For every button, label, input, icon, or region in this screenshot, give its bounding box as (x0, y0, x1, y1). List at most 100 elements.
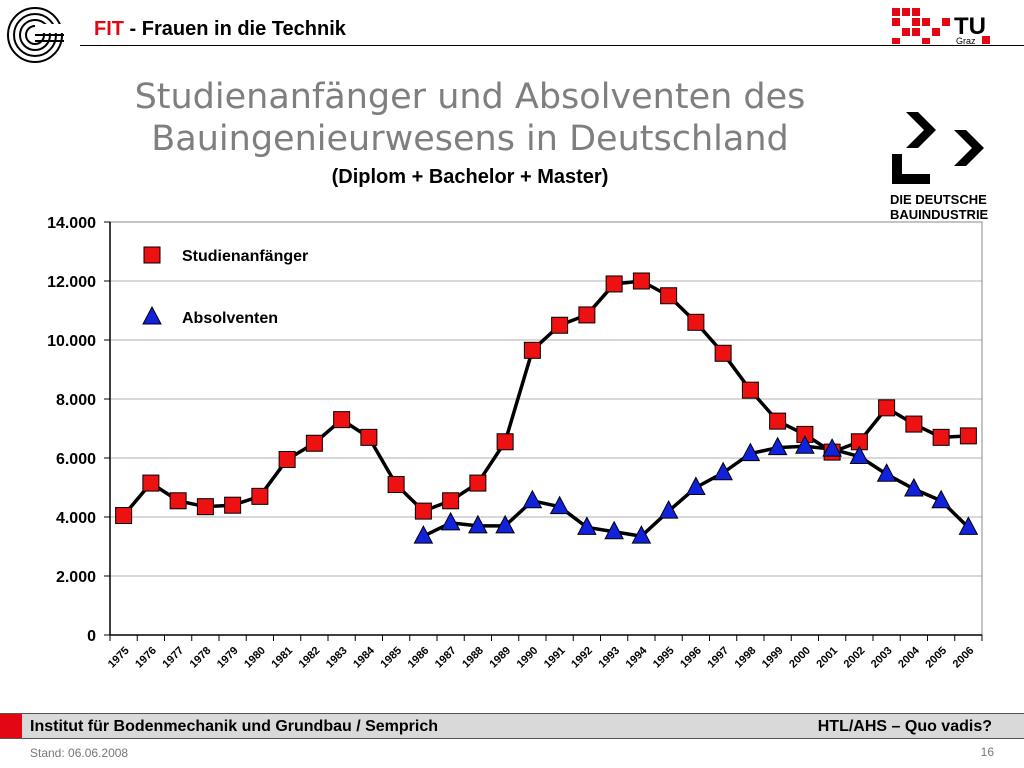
x-tick-label: 1982 (297, 645, 323, 671)
data-point-studienanfaenger (687, 313, 705, 331)
data-point-absolventen (631, 525, 652, 544)
x-tick-label: 1996 (678, 645, 704, 671)
page-subtitle: (Diplom + Bachelor + Master) (331, 166, 609, 188)
line-chart: 02.0004.0006.0008.00010.00012.00014.000 … (47, 215, 983, 671)
data-point-studienanfaenger (769, 412, 787, 430)
data-point-studienanfaenger (932, 428, 950, 446)
header-fit: FIT (94, 18, 124, 40)
header-title: FIT - Frauen in die Technik (94, 18, 346, 41)
x-tick-label: 1979 (215, 645, 241, 671)
y-tick-label: 14.000 (47, 215, 96, 232)
data-point-absolventen (468, 514, 488, 534)
data-point-studienanfaenger (959, 427, 977, 445)
x-tick-label: 1997 (705, 645, 731, 671)
y-tick-label: 12.000 (47, 274, 96, 291)
footer-bar: Institut für Bodenmechanik und Grundbau … (0, 713, 1024, 739)
tu-logo-sub: Graz (956, 36, 976, 46)
x-tick-label: 1981 (269, 645, 295, 671)
data-point-absolventen (495, 514, 515, 534)
x-tick-label: 1995 (651, 645, 677, 671)
x-tick-label: 2002 (842, 645, 868, 671)
data-point-absolventen (795, 435, 815, 454)
data-point-absolventen (686, 476, 706, 495)
x-tick-label: 1984 (351, 644, 377, 670)
x-tick-label: 2006 (951, 645, 977, 671)
data-point-studienanfaenger (551, 316, 569, 334)
page-title: Studienanfänger und Absolventen des Baui… (40, 76, 900, 160)
y-tick-label: 10.000 (47, 333, 96, 350)
x-tick-label: 1989 (487, 645, 513, 671)
data-point-studienanfaenger (251, 487, 269, 505)
x-tick-label: 2003 (869, 645, 895, 671)
data-point-studienanfaenger (714, 344, 732, 362)
x-tick-label: 1998 (733, 645, 759, 671)
data-point-studienanfaenger (224, 496, 242, 514)
data-point-absolventen (876, 463, 897, 482)
data-point-absolventen (658, 500, 679, 519)
data-point-studienanfaenger (741, 381, 759, 399)
page-number: 16 (980, 745, 994, 759)
bauindustrie-logo: DIE DEUTSCHE BAUINDUSTRIE (890, 112, 989, 222)
bau-logo-line2: BAUINDUSTRIE (890, 207, 989, 222)
y-tick-label: 8.000 (56, 392, 96, 409)
data-point-studienanfaenger (333, 411, 351, 429)
x-tick-label: 1991 (542, 645, 568, 671)
x-tick-label: 1975 (106, 645, 132, 671)
data-point-studienanfaenger (278, 450, 296, 468)
data-point-studienanfaenger (878, 399, 896, 417)
x-tick-label: 2001 (814, 645, 840, 671)
x-tick-label: 1999 (760, 645, 786, 671)
x-tick-label: 2000 (787, 645, 813, 671)
x-tick-label: 1994 (624, 644, 650, 670)
x-tick-label: 1987 (433, 645, 459, 671)
header-rest: - Frauen in die Technik (124, 18, 346, 40)
data-point-studienanfaenger (305, 434, 323, 452)
data-point-absolventen (413, 525, 434, 544)
page-title-line1: Studienanfänger und Absolventen des (134, 77, 806, 117)
x-tick-label: 1976 (133, 645, 159, 671)
data-point-studienanfaenger (523, 341, 541, 359)
legend-label: Absolventen (182, 310, 278, 327)
plot-frame (109, 221, 983, 636)
data-point-absolventen (440, 511, 461, 531)
chart-series (115, 272, 979, 544)
x-tick-label: 1993 (596, 645, 622, 671)
data-point-absolventen (958, 516, 979, 535)
data-point-absolventen (522, 489, 543, 509)
chart-legend: Studienanfänger Absolventen (142, 246, 308, 327)
bau-logo-line1: DIE DEUTSCHE (890, 192, 987, 207)
data-point-absolventen (767, 436, 788, 456)
data-point-studienanfaenger (469, 474, 487, 492)
data-point-studienanfaenger (142, 474, 160, 492)
x-tick-label: 1986 (406, 645, 432, 671)
data-point-absolventen (713, 461, 733, 481)
x-tick-label: 1978 (188, 645, 214, 671)
header-divider (80, 45, 1024, 46)
data-point-absolventen (549, 495, 570, 515)
institute-logo (7, 7, 64, 63)
page-title-line2: Bauingenieurwesens in Deutschland (151, 119, 789, 159)
data-point-studienanfaenger (442, 492, 460, 510)
footer-institute: Institut für Bodenmechanik und Grundbau … (30, 718, 439, 735)
footer-presentation-title: HTL/AHS – Quo vadis? (817, 718, 992, 735)
tu-graz-logo: TU Graz (892, 8, 990, 46)
legend-marker (143, 246, 161, 264)
data-point-absolventen (904, 477, 924, 497)
x-tick-label: 1985 (378, 645, 404, 671)
data-point-studienanfaenger (196, 498, 214, 516)
data-point-studienanfaenger (115, 507, 133, 525)
data-point-absolventen (849, 445, 870, 465)
x-tick-label: 1988 (460, 645, 486, 671)
y-tick-label: 0 (87, 628, 96, 645)
y-tick-label: 2.000 (56, 569, 96, 586)
legend-marker (142, 305, 162, 325)
x-tick-label: 1990 (515, 645, 541, 671)
data-point-absolventen (931, 489, 951, 509)
data-point-studienanfaenger (387, 476, 405, 494)
x-tick-label: 1980 (242, 645, 268, 671)
x-tick-label: 1983 (324, 645, 350, 671)
x-tick-label: 1977 (160, 645, 186, 671)
data-point-studienanfaenger (660, 287, 678, 305)
x-tick-label: 2005 (923, 645, 949, 671)
x-tick-label: 2004 (896, 644, 922, 670)
